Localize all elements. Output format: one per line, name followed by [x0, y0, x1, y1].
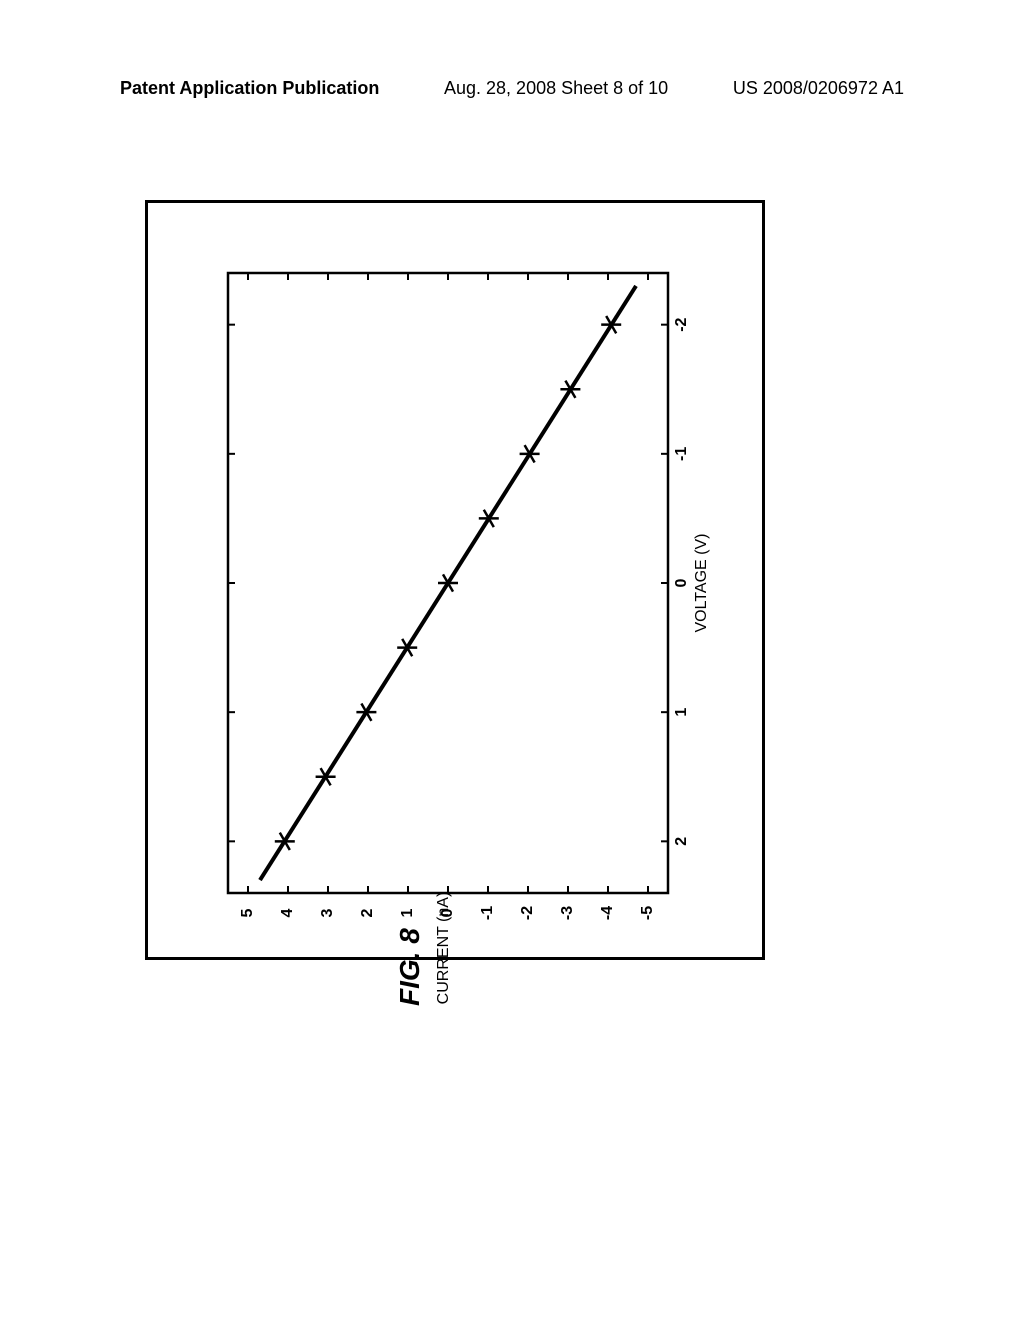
- svg-text:-1: -1: [479, 906, 496, 920]
- svg-text:-5: -5: [639, 906, 656, 920]
- header-left: Patent Application Publication: [120, 78, 379, 99]
- header-center: Aug. 28, 2008 Sheet 8 of 10: [444, 78, 668, 99]
- svg-text:4: 4: [279, 908, 296, 917]
- svg-text:2: 2: [359, 908, 376, 917]
- svg-text:5: 5: [239, 908, 256, 917]
- iv-chart: -2-1012-5-4-3-2-1012345VOLTAGE (V)CURREN…: [228, 273, 668, 893]
- svg-text:-4: -4: [599, 906, 616, 920]
- svg-text:-3: -3: [559, 906, 576, 920]
- figure-caption: FIG. 8: [394, 928, 426, 1006]
- chart-frame: -2-1012-5-4-3-2-1012345VOLTAGE (V)CURREN…: [145, 200, 765, 960]
- svg-text:-2: -2: [519, 906, 536, 920]
- svg-text:0: 0: [673, 578, 690, 587]
- svg-text:2: 2: [673, 837, 690, 846]
- svg-text:CURRENT (nA): CURRENT (nA): [435, 892, 452, 1005]
- svg-text:3: 3: [319, 908, 336, 917]
- svg-text:VOLTAGE (V): VOLTAGE (V): [693, 534, 710, 633]
- svg-text:-2: -2: [673, 317, 690, 331]
- svg-text:-1: -1: [673, 447, 690, 461]
- page-header: Patent Application Publication Aug. 28, …: [0, 78, 1024, 99]
- svg-text:1: 1: [399, 908, 416, 917]
- svg-text:1: 1: [673, 708, 690, 717]
- header-right: US 2008/0206972 A1: [733, 78, 904, 99]
